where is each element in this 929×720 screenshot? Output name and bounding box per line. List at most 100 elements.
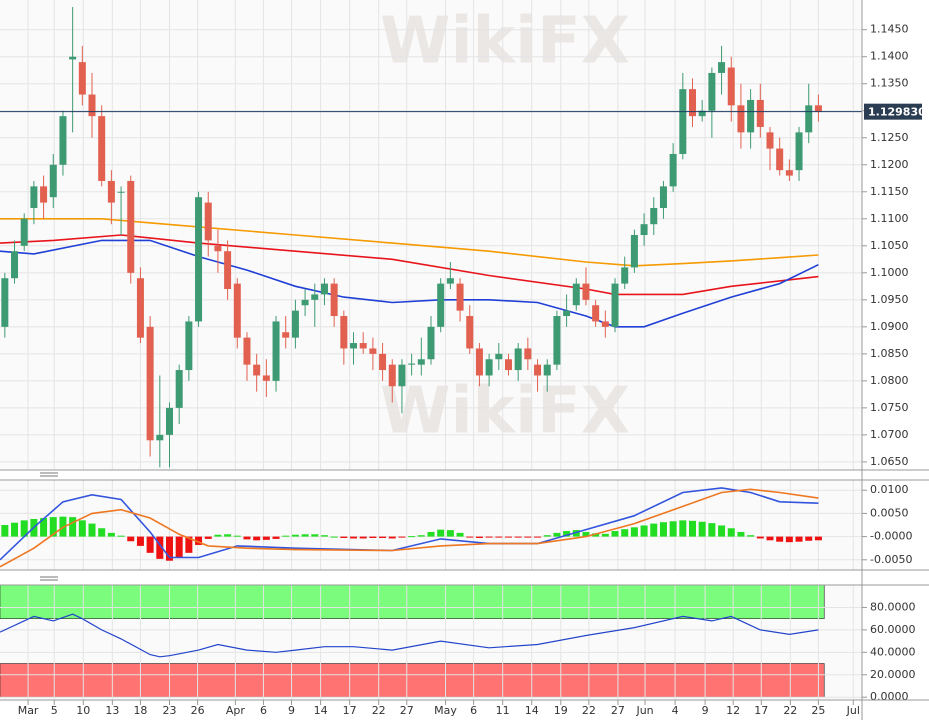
candle-body — [543, 364, 551, 376]
histogram-bar — [553, 532, 561, 537]
x-tick-label: Jul — [846, 704, 860, 717]
histogram-bar — [756, 536, 764, 539]
histogram-bar — [78, 520, 86, 537]
candle-body — [204, 202, 212, 241]
x-tick-label: Apr — [226, 704, 246, 717]
histogram-bar — [795, 536, 803, 542]
y-tick-label: 1.0750 — [870, 401, 909, 414]
histogram-bar — [117, 535, 125, 537]
candle-body — [59, 116, 67, 165]
histogram-bar — [272, 536, 280, 539]
candle-body — [78, 62, 86, 95]
candle-body — [417, 359, 425, 365]
candle-body — [785, 170, 793, 176]
histogram-bar — [485, 536, 493, 538]
candle-body — [408, 363, 416, 365]
x-tick-label: 13 — [105, 704, 119, 717]
candle-body — [301, 299, 309, 306]
histogram-bar — [282, 535, 290, 537]
candle-body — [98, 116, 106, 181]
candle-body — [650, 207, 658, 225]
candle-body — [766, 132, 774, 149]
candle-body — [524, 348, 532, 360]
candle-body — [689, 89, 697, 117]
candle-body — [659, 186, 667, 208]
histogram-bar — [679, 520, 687, 537]
candle-body — [156, 434, 164, 441]
watermark: WikiFX — [380, 375, 630, 449]
candle-body — [756, 99, 764, 127]
histogram-bar — [233, 535, 241, 537]
candle-body — [311, 294, 319, 300]
candle-body — [127, 180, 135, 273]
candle-body — [291, 310, 299, 338]
candle-body — [601, 321, 609, 327]
histogram-bar — [408, 536, 416, 538]
x-tick-label: 11 — [496, 704, 510, 717]
candle-body — [40, 186, 48, 203]
candle-body — [727, 67, 735, 106]
candle-body — [359, 343, 367, 349]
candle-body — [611, 283, 619, 327]
y-tick-label: -0.0050 — [870, 553, 912, 566]
x-tick-label: 5 — [51, 704, 58, 717]
x-tick-label: 6 — [470, 704, 477, 717]
histogram-bar — [669, 521, 677, 537]
candle-body — [592, 305, 600, 322]
histogram-bar — [146, 536, 154, 553]
indicator-line — [0, 613, 819, 658]
histogram-bar — [388, 536, 396, 539]
candle-body — [495, 353, 503, 360]
x-tick-label: 23 — [162, 704, 176, 717]
candle-body — [224, 251, 232, 290]
x-tick-label: 18 — [133, 704, 147, 717]
candle-body — [795, 132, 803, 171]
candle-body — [504, 359, 512, 371]
candle-body — [272, 321, 280, 381]
histogram-bar — [49, 517, 57, 537]
y-tick-label: 0.0100 — [870, 483, 909, 496]
zone-band — [0, 584, 825, 619]
y-tick-label: 1.0950 — [870, 293, 909, 306]
histogram-bar — [262, 536, 270, 540]
y-tick-label: 0.0050 — [870, 506, 909, 519]
histogram-bar — [398, 536, 406, 538]
y-tick-label: 1.1150 — [870, 185, 909, 198]
resize-handle[interactable] — [40, 472, 58, 581]
y-tick-label: 80.0000 — [870, 600, 916, 613]
histogram-bar — [698, 521, 706, 537]
histogram-bar — [582, 531, 590, 537]
candle-body — [553, 316, 561, 365]
histogram-bar — [427, 531, 435, 537]
histogram-bar — [514, 536, 522, 538]
candle-body — [563, 310, 571, 317]
histogram-bar — [785, 536, 793, 543]
candle-body — [20, 218, 28, 246]
histogram-bar — [224, 534, 232, 537]
histogram-bar — [650, 523, 658, 537]
x-tick-label: 22 — [582, 704, 596, 717]
candle-body — [446, 278, 454, 284]
candle-body — [320, 283, 328, 295]
histogram-bar — [766, 536, 774, 541]
histogram-bar — [708, 523, 716, 537]
histogram-bar — [243, 536, 251, 540]
candle-body — [737, 105, 745, 133]
candle-body — [107, 180, 115, 203]
histogram-bar — [466, 536, 474, 538]
histogram-bar — [88, 523, 96, 537]
histogram-bar — [601, 533, 609, 537]
histogram-bar — [640, 525, 648, 537]
y-tick-label: -0.0000 — [870, 530, 912, 543]
candle-body — [49, 164, 57, 198]
histogram-bar — [621, 529, 629, 537]
candle-body — [708, 72, 716, 111]
histogram-bar — [127, 536, 135, 542]
y-tick-label: 1.1200 — [870, 158, 909, 171]
candle-body — [165, 407, 173, 435]
watermark: WikiFX — [380, 5, 630, 79]
candle-body — [669, 153, 677, 187]
candle-body — [388, 364, 396, 387]
x-tick-label: 9 — [288, 704, 295, 717]
